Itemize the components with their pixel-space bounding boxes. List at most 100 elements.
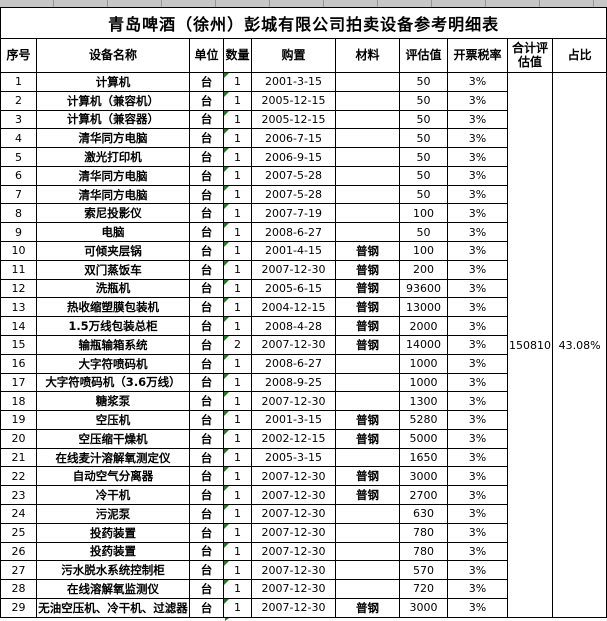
unit-cell[interactable]: 台: [189, 541, 224, 562]
tax-rate-cell[interactable]: 3%: [447, 372, 508, 393]
unit-cell[interactable]: 台: [189, 334, 224, 355]
index-cell[interactable]: 19: [0, 410, 37, 430]
purchase-date-cell[interactable]: 2007-12-30: [251, 259, 336, 280]
device-name-cell[interactable]: 空压机: [36, 410, 190, 430]
material-cell[interactable]: [335, 522, 400, 543]
unit-cell[interactable]: 台: [189, 410, 224, 430]
index-cell[interactable]: 5: [0, 147, 37, 167]
tax-rate-cell[interactable]: 3%: [447, 410, 508, 430]
share-percent-merged-cell[interactable]: 43.08%: [551, 72, 607, 618]
index-cell[interactable]: 8: [0, 203, 37, 224]
tax-rate-cell[interactable]: 3%: [447, 391, 508, 412]
purchase-date-cell[interactable]: 2005-6-15: [251, 278, 336, 299]
unit-cell[interactable]: 台: [189, 165, 224, 186]
tax-rate-cell[interactable]: 3%: [447, 447, 508, 468]
quantity-cell[interactable]: 1: [223, 597, 252, 619]
column-header-unit[interactable]: 单位: [189, 38, 224, 73]
purchase-date-cell[interactable]: 2004-12-15: [251, 297, 336, 318]
material-cell[interactable]: 普钢: [335, 428, 400, 449]
material-cell[interactable]: 普钢: [335, 241, 400, 261]
purchase-date-cell[interactable]: 2001-4-15: [251, 241, 336, 261]
assessed-value-cell[interactable]: 50: [399, 90, 448, 111]
assessed-value-cell[interactable]: 100: [399, 203, 448, 224]
purchase-date-cell[interactable]: 2007-12-30: [251, 541, 336, 562]
device-name-cell[interactable]: 清华同方电脑: [36, 184, 190, 205]
column-header-device-name[interactable]: 设备名称: [36, 38, 190, 73]
unit-cell[interactable]: 台: [189, 128, 224, 149]
purchase-date-cell[interactable]: 2007-7-19: [251, 203, 336, 224]
assessed-value-cell[interactable]: 1000: [399, 353, 448, 374]
quantity-cell[interactable]: 1: [223, 241, 252, 261]
unit-cell[interactable]: 台: [189, 259, 224, 280]
device-name-cell[interactable]: 大字符喷码机（3.6万线）: [36, 372, 190, 393]
assessed-value-cell[interactable]: 3000: [399, 466, 448, 487]
purchase-date-cell[interactable]: 2006-9-15: [251, 147, 336, 167]
index-cell[interactable]: 14: [0, 316, 37, 336]
device-name-cell[interactable]: 污水脱水系统控制柜: [36, 560, 190, 581]
device-name-cell[interactable]: 索尼投影仪: [36, 203, 190, 224]
material-cell[interactable]: [335, 72, 400, 92]
material-cell[interactable]: [335, 165, 400, 186]
tax-rate-cell[interactable]: 3%: [447, 297, 508, 318]
purchase-date-cell[interactable]: 2002-12-15: [251, 428, 336, 449]
assessed-value-cell[interactable]: 50: [399, 109, 448, 130]
assessed-value-cell[interactable]: 50: [399, 72, 448, 92]
index-cell[interactable]: 22: [0, 466, 37, 487]
purchase-date-cell[interactable]: 2005-12-15: [251, 109, 336, 130]
tax-rate-cell[interactable]: 3%: [447, 128, 508, 149]
tax-rate-cell[interactable]: 3%: [447, 109, 508, 130]
assessed-value-cell[interactable]: 50: [399, 222, 448, 243]
material-cell[interactable]: 普钢: [335, 410, 400, 430]
unit-cell[interactable]: 台: [189, 428, 224, 449]
assessed-value-cell[interactable]: 14000: [399, 334, 448, 355]
assessed-value-cell[interactable]: 50: [399, 165, 448, 186]
quantity-cell[interactable]: 1: [223, 372, 252, 393]
device-name-cell[interactable]: 清华同方电脑: [36, 165, 190, 186]
assessed-value-cell[interactable]: 1300: [399, 391, 448, 412]
unit-cell[interactable]: 台: [189, 503, 224, 524]
unit-cell[interactable]: 台: [189, 597, 224, 619]
index-cell[interactable]: 16: [0, 353, 37, 374]
quantity-cell[interactable]: 1: [223, 278, 252, 299]
tax-rate-cell[interactable]: 3%: [447, 522, 508, 543]
material-cell[interactable]: 普钢: [335, 297, 400, 318]
material-cell[interactable]: [335, 447, 400, 468]
quantity-cell[interactable]: 1: [223, 203, 252, 224]
unit-cell[interactable]: 台: [189, 90, 224, 111]
material-cell[interactable]: 普钢: [335, 597, 400, 619]
material-cell[interactable]: [335, 222, 400, 243]
index-cell[interactable]: 1: [0, 72, 37, 92]
assessed-value-cell[interactable]: 570: [399, 560, 448, 581]
unit-cell[interactable]: 台: [189, 485, 224, 505]
quantity-cell[interactable]: 1: [223, 165, 252, 186]
device-name-cell[interactable]: 可倾夹层锅: [36, 241, 190, 261]
quantity-cell[interactable]: 1: [223, 522, 252, 543]
purchase-date-cell[interactable]: 2005-3-15: [251, 447, 336, 468]
quantity-cell[interactable]: 1: [223, 353, 252, 374]
index-cell[interactable]: 11: [0, 259, 37, 280]
index-cell[interactable]: 24: [0, 503, 37, 524]
material-cell[interactable]: [335, 541, 400, 562]
purchase-date-cell[interactable]: 2007-12-30: [251, 485, 336, 505]
quantity-cell[interactable]: 1: [223, 485, 252, 505]
unit-cell[interactable]: 台: [189, 222, 224, 243]
assessed-value-cell[interactable]: 1650: [399, 447, 448, 468]
tax-rate-cell[interactable]: 3%: [447, 503, 508, 524]
unit-cell[interactable]: 台: [189, 109, 224, 130]
quantity-cell[interactable]: 1: [223, 541, 252, 562]
assessed-value-cell[interactable]: 5280: [399, 410, 448, 430]
material-cell[interactable]: [335, 203, 400, 224]
purchase-date-cell[interactable]: 2007-12-30: [251, 597, 336, 619]
assessed-value-cell[interactable]: 1000: [399, 372, 448, 393]
purchase-date-cell[interactable]: 2007-12-30: [251, 466, 336, 487]
purchase-date-cell[interactable]: 2008-9-25: [251, 372, 336, 393]
purchase-date-cell[interactable]: 2007-12-30: [251, 522, 336, 543]
index-cell[interactable]: 10: [0, 241, 37, 261]
tax-rate-cell[interactable]: 3%: [447, 541, 508, 562]
assessed-value-cell[interactable]: 200: [399, 259, 448, 280]
unit-cell[interactable]: 台: [189, 297, 224, 318]
purchase-date-cell[interactable]: 2008-6-27: [251, 222, 336, 243]
material-cell[interactable]: 普钢: [335, 316, 400, 336]
index-cell[interactable]: 27: [0, 560, 37, 581]
tax-rate-cell[interactable]: 3%: [447, 165, 508, 186]
